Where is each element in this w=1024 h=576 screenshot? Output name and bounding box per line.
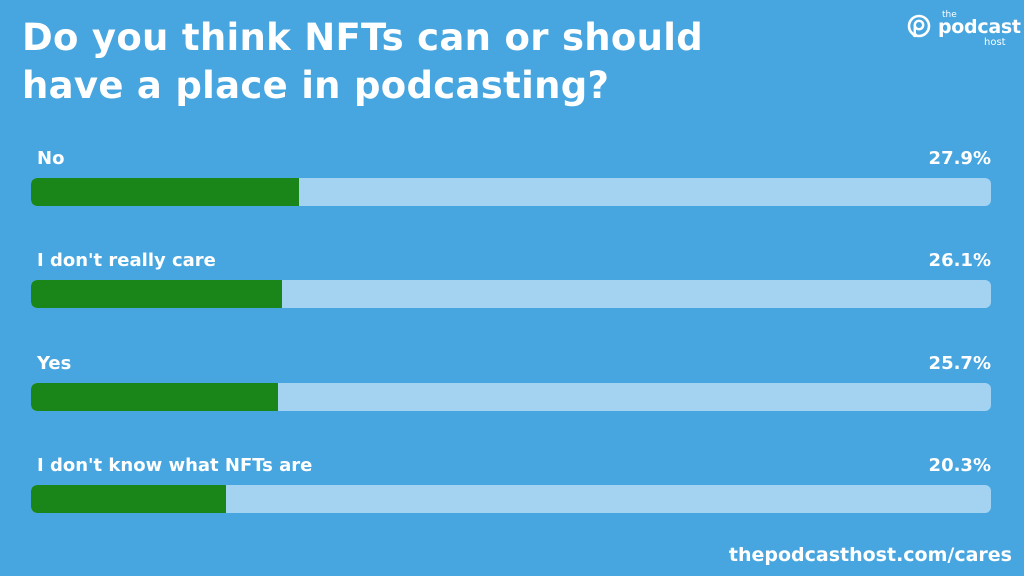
bar-track <box>31 485 991 513</box>
bar-fill <box>31 280 282 308</box>
bar-track <box>31 383 991 411</box>
logo-text-podcast: podcast <box>938 16 1021 38</box>
logo-text-host: host <box>984 37 1006 48</box>
bar-label: No <box>37 148 65 169</box>
bar-label: I don't know what NFTs are <box>37 455 313 476</box>
bar-row-no: No 27.9% <box>31 148 991 208</box>
logo-text-the: the <box>942 10 957 20</box>
bar-row-dont-care: I don't really care 26.1% <box>31 250 991 310</box>
podcast-host-logo: the podcast host <box>900 8 1021 50</box>
bar-label: I don't really care <box>37 250 216 271</box>
bar-value: 20.3% <box>928 455 991 476</box>
podcast-logo-icon <box>907 14 931 38</box>
bar-value: 26.1% <box>928 250 991 271</box>
bar-track <box>31 178 991 206</box>
source-url: thepodcasthost.com/cares <box>728 544 1012 566</box>
bar-row-dont-know: I don't know what NFTs are 20.3% <box>31 455 991 515</box>
bar-value: 27.9% <box>928 148 991 169</box>
bar-label: Yes <box>37 353 72 374</box>
bar-fill <box>31 178 299 206</box>
bar-fill <box>31 485 226 513</box>
bar-track <box>31 280 991 308</box>
bar-fill <box>31 383 278 411</box>
bar-row-yes: Yes 25.7% <box>31 353 991 413</box>
chart-title: Do you think NFTs can or should have a p… <box>22 16 704 107</box>
bar-value: 25.7% <box>928 353 991 374</box>
